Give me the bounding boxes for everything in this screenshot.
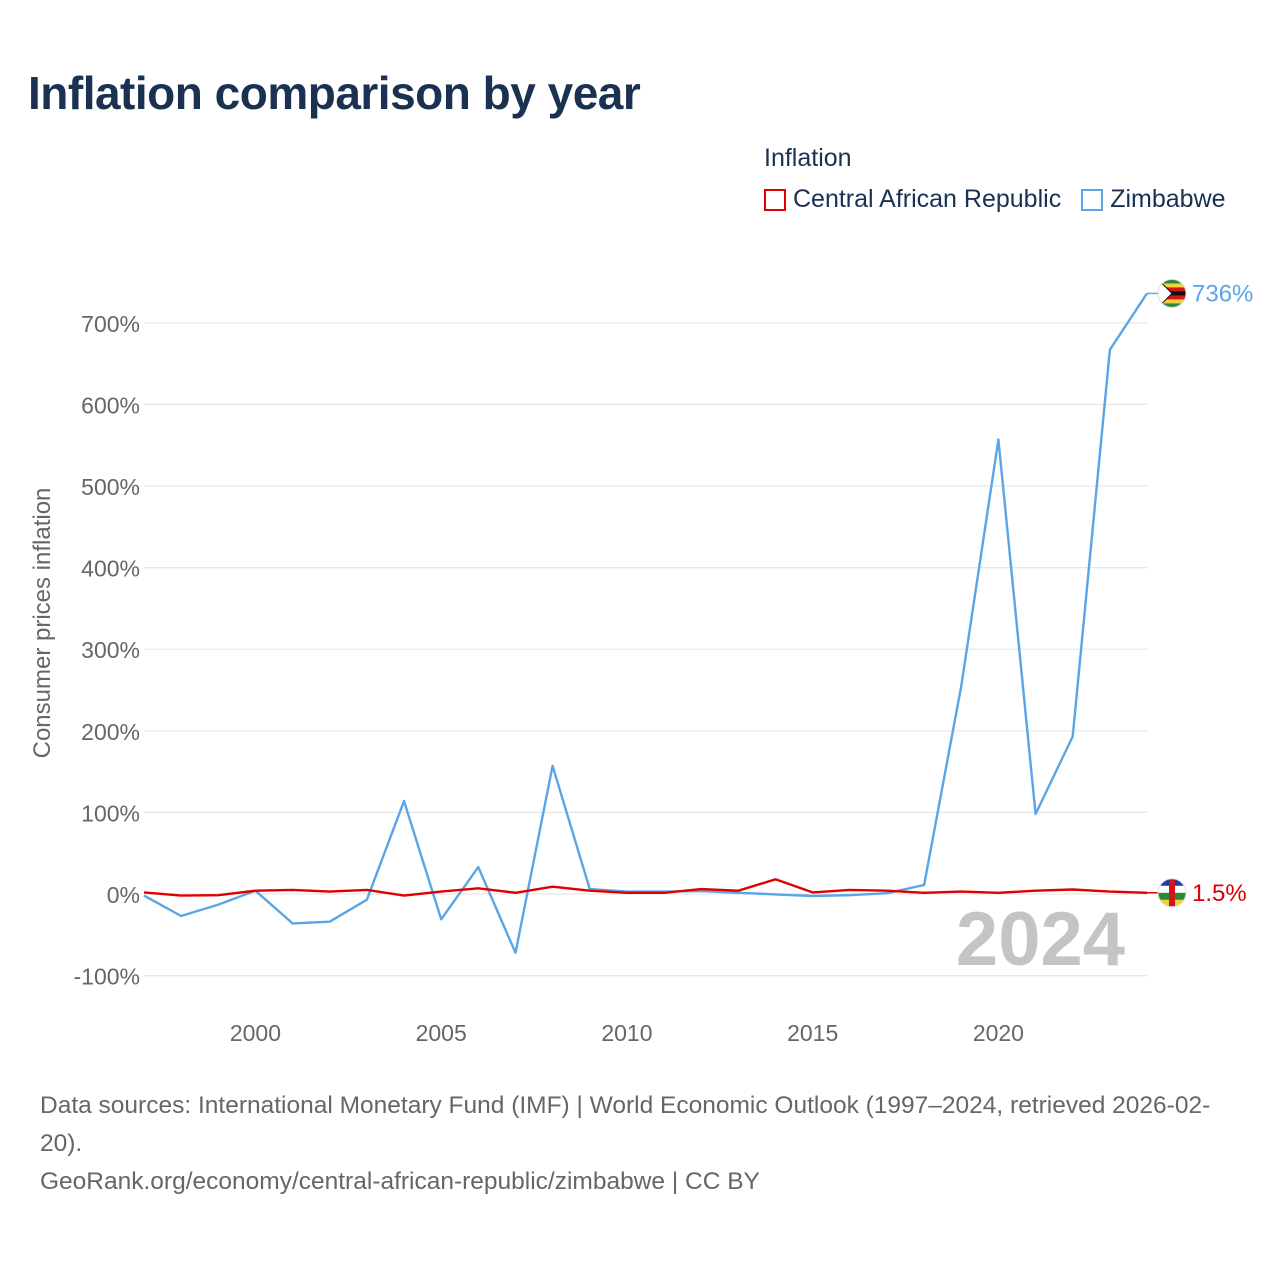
legend-label-zimbabwe: Zimbabwe (1110, 185, 1226, 213)
y-axis-label: Consumer prices inflation (29, 488, 56, 759)
flag-icon-central-african-republic (1157, 878, 1187, 908)
grid-lines (144, 322, 1147, 977)
axis-ticks: -100% 0% 100% 200% 300% 400% 500% 600% 700% 2000 2… (74, 311, 1024, 1046)
x-tick-label: 2005 (416, 1020, 467, 1046)
data-source-note: Data sources: International Monetary Fun… (40, 1092, 1211, 1157)
legend-title: Inflation (764, 144, 852, 172)
y-tick-label: 200% (81, 719, 140, 745)
end-label-central-african-republic: 1.5% (1192, 880, 1247, 907)
x-tick-label: 2020 (973, 1020, 1024, 1046)
chart-title: Inflation comparison by year (28, 67, 641, 119)
y-tick-label: 500% (81, 474, 140, 500)
x-tick-label: 2010 (601, 1020, 652, 1046)
series-line-zimbabwe[interactable] (143, 292, 1149, 954)
x-tick-label: 2000 (230, 1020, 281, 1046)
x-tick-label: 2015 (787, 1020, 838, 1046)
attribution-link[interactable]: GeoRank.org/economy/central-african-repu… (40, 1168, 760, 1195)
y-tick-label: 100% (81, 800, 140, 826)
legend-item-central-african-republic[interactable]: Central African Republic (764, 185, 1061, 214)
y-tick-label: -100% (74, 964, 140, 990)
series-line-central-african-republic[interactable] (143, 878, 1148, 897)
y-tick-label: 700% (81, 311, 140, 337)
footer: Data sources: International Monetary Fun… (40, 1087, 1250, 1201)
legend-item-zimbabwe[interactable]: Zimbabwe (1081, 185, 1226, 214)
year-watermark: 2024 (956, 897, 1125, 982)
y-tick-label: 400% (81, 556, 140, 582)
line-chart: -100% 0% 100% 200% 300% 400% 500% 600% 700% 2000 2… (29, 278, 1253, 1046)
flag-icon-zimbabwe (1157, 278, 1187, 308)
y-tick-label: 0% (107, 882, 140, 908)
legend-swatch-central-african-republic (764, 188, 786, 211)
legend: Central African Republic Zimbabwe (764, 185, 1246, 214)
y-tick-label: 300% (81, 637, 140, 663)
legend-swatch-zimbabwe (1081, 188, 1104, 211)
end-labels: 1.5% 736% (1147, 278, 1253, 908)
series-lines (143, 292, 1149, 954)
end-label-zimbabwe: 736% (1192, 280, 1253, 307)
legend-label-central-african-republic: Central African Republic (793, 185, 1062, 213)
y-tick-label: 600% (81, 392, 140, 418)
